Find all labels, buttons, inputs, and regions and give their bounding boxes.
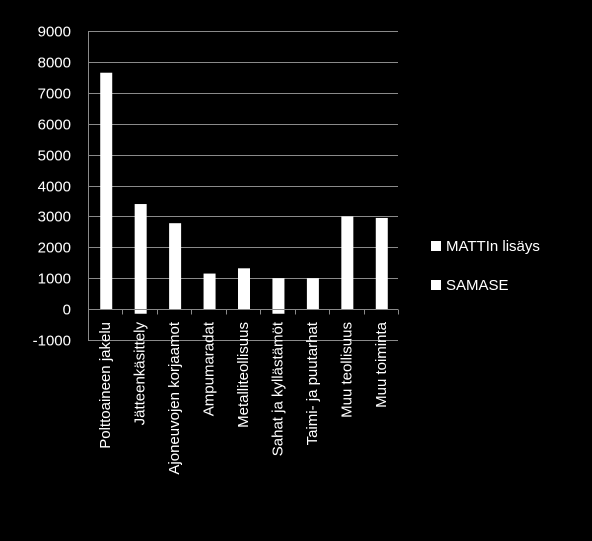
bar-1-1 xyxy=(134,309,147,314)
y-axis-ticks: -1000 0 1000 2000 3000 4000 5000 6000 7000 8000 90… xyxy=(33,24,71,350)
legend-swatch-0 xyxy=(431,241,441,251)
y-tick-label: 6000 xyxy=(38,117,71,134)
category-label: Muu teollisuus xyxy=(338,322,355,418)
bar-0-1 xyxy=(134,204,147,310)
legend-label-1: SAMASE xyxy=(446,277,509,294)
category-label: Sahat ja kyllästämöt xyxy=(269,321,286,456)
y-tick-label: -1000 xyxy=(33,333,71,350)
y-tick-label: 7000 xyxy=(38,86,71,103)
y-tick-label: 9000 xyxy=(38,24,71,41)
bar-0-3 xyxy=(203,273,216,310)
bar-0-6 xyxy=(306,278,319,310)
y-tick-label: 8000 xyxy=(38,55,71,72)
axes xyxy=(88,31,399,340)
bar-0-8 xyxy=(375,217,388,310)
y-tick-label: 3000 xyxy=(38,209,71,226)
category-label: Taimi- ja puutarhat xyxy=(304,321,321,445)
bars xyxy=(100,72,388,314)
category-label: Ajoneuvojen korjaamot xyxy=(166,321,183,474)
y-tick-label: 1000 xyxy=(38,271,71,288)
bar-0-0 xyxy=(100,72,113,310)
y-tick-label: 4000 xyxy=(38,179,71,196)
category-label: Jätteenkäsittely xyxy=(132,322,149,426)
category-label: Metalliteollisuus xyxy=(235,322,252,428)
x-axis-labels: Polttoaineen jakelu Jätteenkäsittely Ajone… xyxy=(97,321,390,474)
legend: MATTIn lisäys SAMASE xyxy=(431,238,540,294)
y-tick-label: 2000 xyxy=(38,240,71,257)
legend-swatch-1 xyxy=(431,280,441,290)
category-label: Polttoaineen jakelu xyxy=(97,322,114,449)
y-tick-label: 5000 xyxy=(38,148,71,165)
legend-label-0: MATTIn lisäys xyxy=(446,238,540,255)
category-label: Muu toiminta xyxy=(373,321,390,408)
bar-0-2 xyxy=(169,223,182,310)
category-label: Ampumaradat xyxy=(201,321,218,416)
y-tick-label: 0 xyxy=(63,302,71,319)
bar-0-4 xyxy=(238,268,250,310)
bar-0-5 xyxy=(272,278,285,310)
bar-0-7 xyxy=(341,216,354,310)
bar-1-5 xyxy=(272,309,285,314)
